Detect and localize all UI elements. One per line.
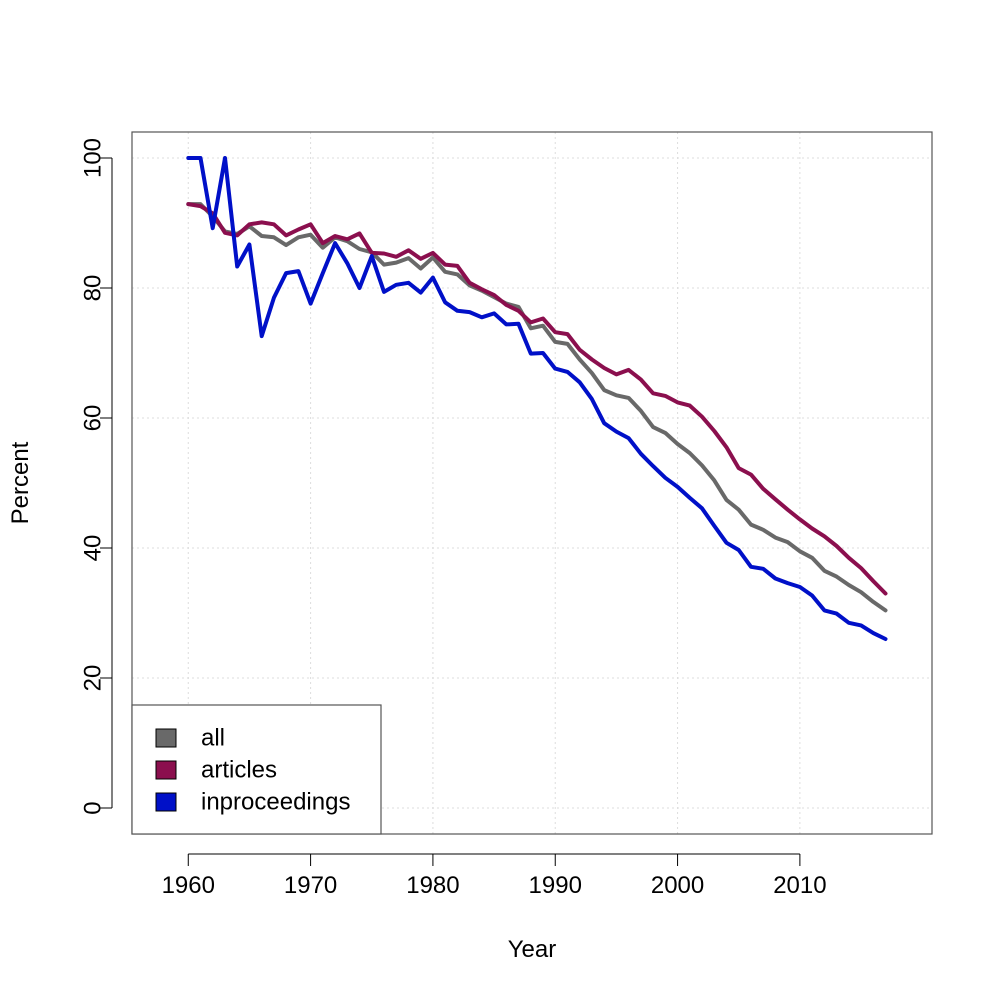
x-tick-label-1980: 1980	[406, 872, 459, 899]
series-line-articles	[186, 202, 888, 596]
series-line-all	[186, 202, 888, 613]
series-lines	[186, 156, 888, 641]
legend-label-all: all	[201, 725, 225, 752]
series-line-inproceedings	[186, 156, 888, 641]
legend-swatch-all	[155, 728, 177, 748]
legend-label-articles: articles	[201, 757, 277, 784]
grid-lines	[132, 132, 932, 834]
y-axis-label: Percent	[7, 441, 34, 524]
legend-label-inproceedings: inproceedings	[201, 789, 350, 816]
legend-swatch-inproceedings	[155, 792, 177, 812]
x-axis: 1960 1970 1980 1990 2000 2010	[162, 853, 827, 899]
x-tick-label-2010: 2010	[773, 872, 826, 899]
y-axis: 0 20 40 60 80 100	[80, 138, 113, 815]
y-tick-label-20: 20	[80, 665, 107, 692]
legend-swatch-articles	[155, 760, 177, 780]
x-tick-label-2000: 2000	[651, 872, 704, 899]
plot-frame	[131, 131, 933, 835]
y-tick-label-60: 60	[80, 405, 107, 432]
x-tick-label-1960: 1960	[162, 872, 215, 899]
y-tick-label-80: 80	[80, 275, 107, 302]
x-tick-label-1990: 1990	[529, 872, 582, 899]
x-axis-label: Year	[508, 936, 557, 963]
y-tick-label-100: 100	[80, 138, 107, 178]
y-tick-label-40: 40	[80, 535, 107, 562]
x-tick-label-1970: 1970	[284, 872, 337, 899]
y-tick-label-0: 0	[80, 801, 107, 814]
legend: all articles inproceedings	[131, 704, 382, 835]
